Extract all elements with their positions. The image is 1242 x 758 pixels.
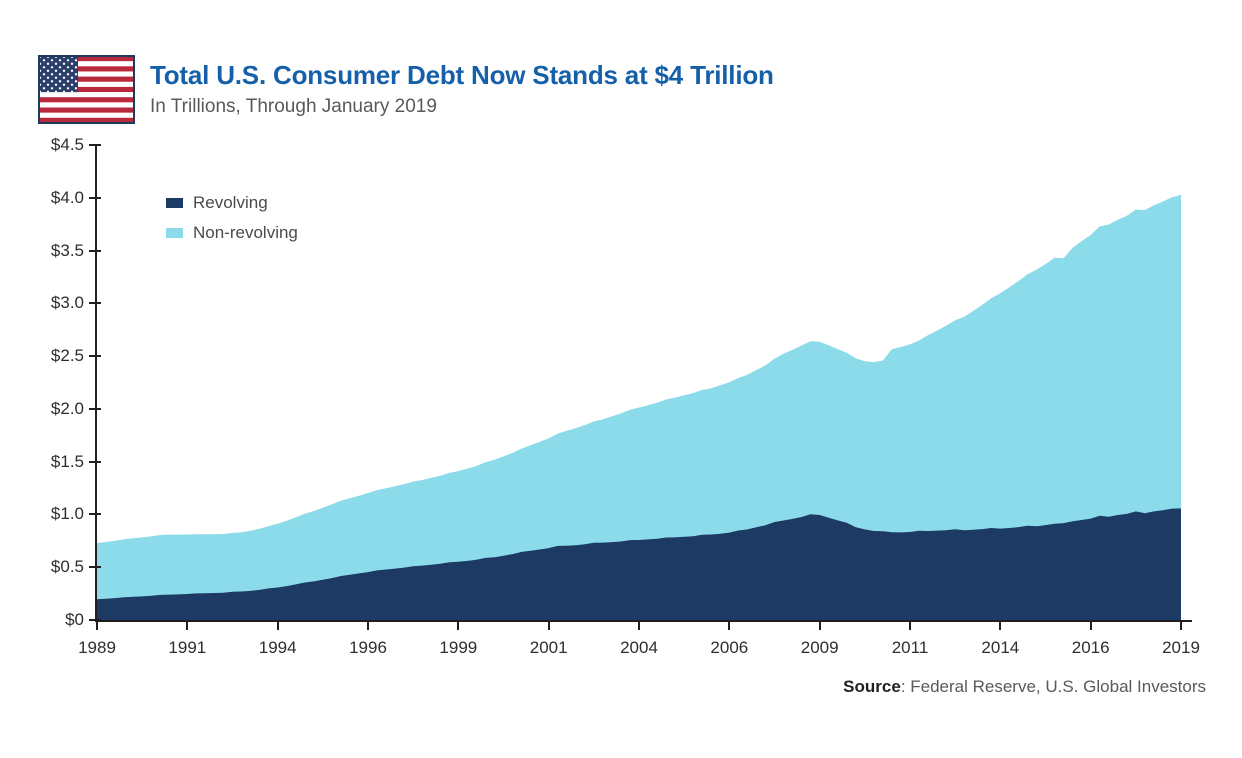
revolving-area (97, 508, 1181, 620)
y-tick-mark (89, 513, 101, 516)
x-tick-mark (367, 621, 369, 630)
nonrevolving-area (97, 194, 1181, 620)
x-tick-mark (999, 621, 1002, 630)
y-tick-mark (89, 619, 101, 621)
y-tick-mark (89, 302, 101, 305)
x-tick-label: 2011 (891, 638, 929, 657)
y-tick-label: $3.5 (50, 240, 84, 260)
x-tick-label: 2016 (1071, 638, 1110, 657)
source-note: Source: Federal Reserve, U.S. Global Inv… (843, 677, 1206, 697)
chart-subtitle: In Trillions, Through January 2019 (150, 96, 437, 117)
x-tick-label: 2014 (981, 638, 1020, 657)
source-label: Source (843, 677, 901, 696)
source-text: : Federal Reserve, U.S. Global Investors (900, 677, 1206, 696)
x-tick-mark (818, 621, 821, 630)
y-tick-mark (89, 196, 101, 199)
y-tick-mark (89, 144, 101, 146)
x-tick-label: 1994 (258, 638, 297, 657)
y-tick-mark (89, 566, 101, 569)
x-tick-label: 1999 (439, 638, 478, 657)
x-tick-label: 2006 (710, 638, 749, 657)
y-tick-label: $1.0 (50, 504, 84, 524)
y-tick-label: $0.5 (50, 557, 84, 577)
y-tick-label: $1.5 (50, 451, 84, 471)
x-tick-mark (638, 621, 640, 630)
y-tick-mark (89, 407, 101, 410)
x-tick-label: 2004 (620, 638, 658, 657)
y-axis-line (95, 145, 97, 622)
x-tick-label: 2009 (800, 638, 839, 657)
y-tick-mark (89, 355, 101, 358)
stacked-area-plot (97, 194, 1181, 620)
x-tick-mark (1180, 621, 1182, 630)
legend-label-revolving: Revolving (193, 193, 268, 212)
chart-title: Total U.S. Consumer Debt Now Stands at $… (150, 60, 774, 90)
x-tick-mark (96, 621, 98, 630)
us-flag-icon (38, 55, 135, 124)
y-tick-label: $2.0 (50, 398, 84, 418)
x-tick-label: 1996 (349, 638, 387, 657)
x-tick-mark (1089, 621, 1092, 630)
y-tick-label: $4.5 (50, 135, 84, 154)
legend-swatch-revolving (166, 198, 183, 208)
x-tick-mark (547, 621, 550, 630)
x-tick-label: 1991 (168, 638, 207, 657)
x-tick-mark (186, 621, 189, 630)
x-axis-line (95, 620, 1192, 622)
x-tick-mark (728, 621, 731, 630)
y-tick-mark (89, 249, 101, 252)
legend-item-nonrevolving: Non-revolving (166, 222, 298, 244)
legend-item-revolving: Revolving (166, 192, 298, 214)
legend-label-nonrevolving: Non-revolving (193, 223, 298, 242)
y-tick-label: $2.5 (50, 346, 84, 366)
y-tick-label: $3.0 (50, 293, 84, 313)
legend: Revolving Non-revolving (166, 192, 298, 252)
x-tick-label: 1989 (78, 638, 116, 657)
y-tick-mark (89, 460, 101, 463)
x-tick-label: 2019 (1162, 638, 1200, 657)
x-tick-mark (909, 621, 911, 630)
legend-swatch-nonrevolving (166, 228, 183, 238)
y-tick-label: $4.0 (50, 187, 84, 207)
y-tick-label: $0 (65, 610, 84, 629)
x-tick-label: 2001 (529, 638, 568, 657)
x-tick-mark (457, 621, 460, 630)
x-tick-mark (276, 621, 279, 630)
